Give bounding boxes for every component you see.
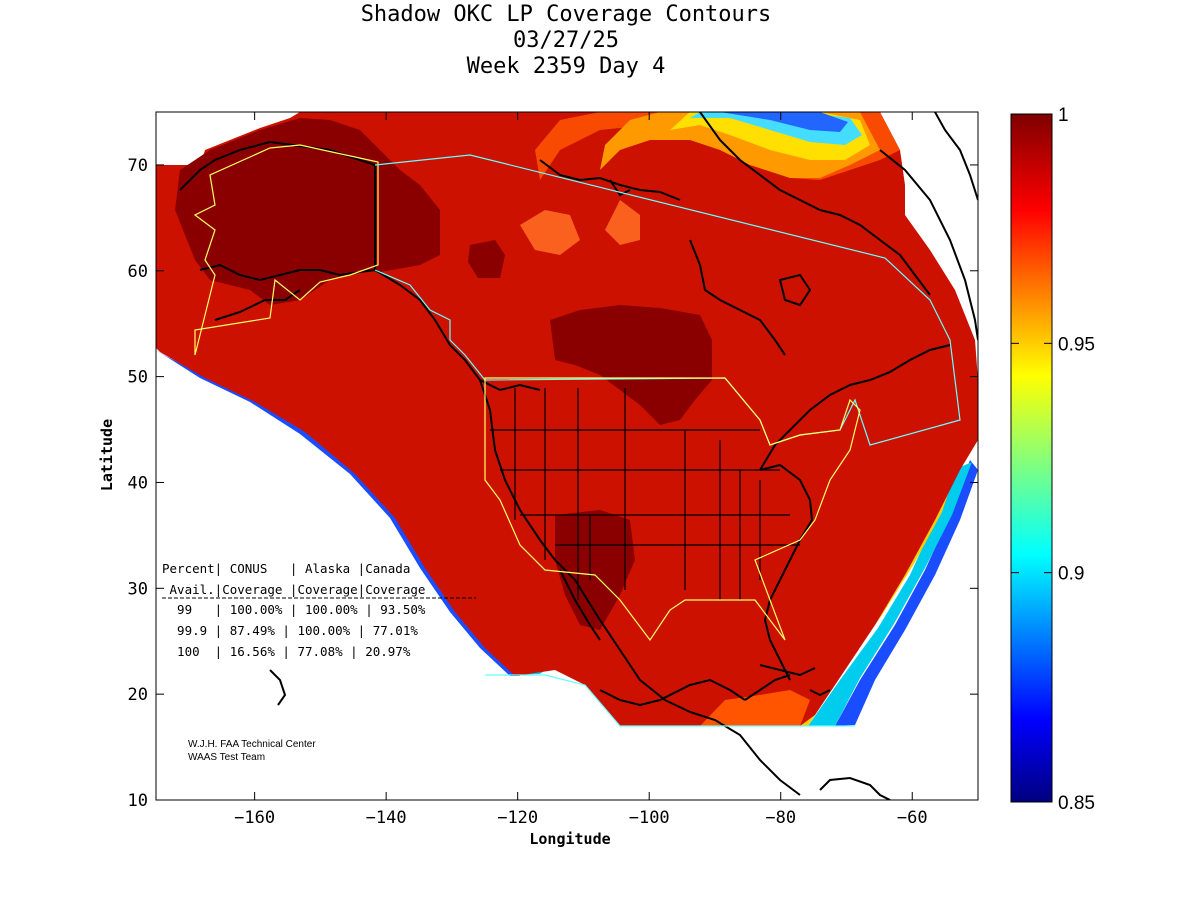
state-borders bbox=[490, 388, 800, 600]
y-tick-label: 50 bbox=[128, 368, 148, 388]
colorbar-tick-label: 1 bbox=[1058, 105, 1069, 126]
coverage-zone-yukon bbox=[468, 240, 505, 278]
stats-row-99-9: 99.9 | 87.49% | 100.00% | 77.01% bbox=[162, 623, 418, 638]
stats-header-2: Avail.|Coverage |Coverage|Coverage bbox=[162, 582, 425, 597]
y-tick-label: 70 bbox=[128, 156, 148, 176]
coverage-stats-table: Percent| CONUS | Alaska |Canada Avail.|C… bbox=[162, 561, 476, 659]
x-tick-label: −160 bbox=[234, 808, 275, 828]
map-plot-area bbox=[156, 112, 978, 800]
title-line-2: 03/27/25 bbox=[513, 28, 619, 53]
y-tick-label: 30 bbox=[128, 579, 148, 599]
x-axis-title: Longitude bbox=[529, 830, 610, 848]
x-tick-label: −80 bbox=[765, 808, 796, 828]
y-tick-label: 20 bbox=[128, 685, 148, 705]
y-tick-label: 40 bbox=[128, 473, 148, 493]
colorbar: 1 0.95 0.9 0.85 bbox=[1010, 105, 1095, 814]
y-tick-label: 10 bbox=[128, 791, 148, 811]
stats-row-99: 99 | 100.00% | 100.00% | 93.50% bbox=[162, 602, 426, 617]
x-tick-label: −100 bbox=[629, 808, 670, 828]
y-axis-title: Latitude bbox=[98, 419, 116, 491]
stats-row-100: 100 | 16.56% | 77.08% | 20.97% bbox=[162, 644, 411, 659]
coastlines bbox=[179, 112, 978, 800]
x-tick-label: −60 bbox=[897, 808, 928, 828]
colorbar-ticks: 1 0.95 0.9 0.85 bbox=[1011, 105, 1095, 814]
coverage-zone-canada bbox=[550, 305, 712, 425]
plot-frame bbox=[155, 111, 979, 801]
title-line-3: Week 2359 Day 4 bbox=[467, 54, 666, 79]
credit-line-1: W.J.H. FAA Technical Center bbox=[188, 739, 316, 750]
y-tick-label: 60 bbox=[128, 262, 148, 282]
x-tick-label: −120 bbox=[497, 808, 538, 828]
colorbar-tick-label: 0.85 bbox=[1058, 793, 1095, 814]
service-boundaries bbox=[193, 144, 961, 727]
y-axis: 10 20 30 40 50 60 70 bbox=[128, 156, 978, 811]
colorbar-tick-label: 0.9 bbox=[1058, 564, 1084, 585]
x-tick-label: −140 bbox=[366, 808, 407, 828]
stats-header-1: Percent| CONUS | Alaska |Canada bbox=[162, 561, 410, 576]
title-line-1: Shadow OKC LP Coverage Contours bbox=[361, 2, 772, 27]
colorbar-gradient bbox=[1010, 113, 1053, 803]
colorbar-tick-label: 0.95 bbox=[1058, 334, 1095, 355]
credit-line-2: WAAS Test Team bbox=[188, 752, 265, 763]
x-axis: −160 −140 −120 −100 −80 −60 bbox=[234, 112, 928, 828]
coverage-fringe-atlantic bbox=[835, 460, 978, 726]
